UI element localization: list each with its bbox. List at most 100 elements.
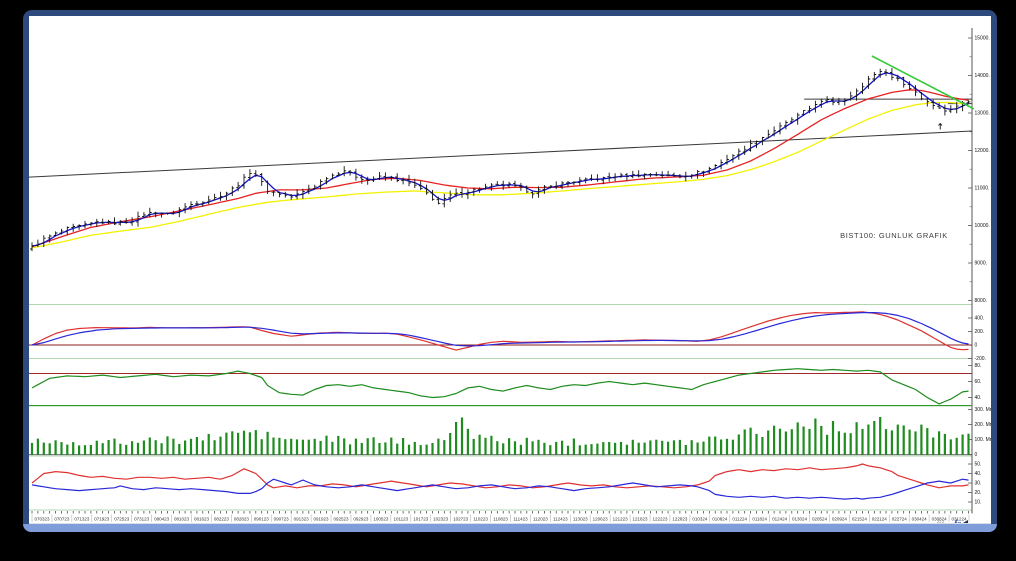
svg-text:073123: 073123 bbox=[134, 517, 150, 522]
chart-canvas[interactable]: 15000. 14000. 13000. 12000. 11000. 10000. 9000… bbox=[29, 16, 991, 523]
svg-text:071923: 071923 bbox=[94, 517, 110, 522]
svg-text:0: 0 bbox=[975, 343, 978, 349]
svg-text:20.: 20. bbox=[975, 490, 982, 496]
x-axis-labels: 070323 070723 071323 071923 072523 073123 0804… bbox=[31, 514, 970, 522]
svg-text:101123: 101123 bbox=[393, 517, 408, 522]
frame-bottom bbox=[23, 524, 997, 532]
svg-text:120623: 120623 bbox=[593, 517, 609, 522]
svg-text:020924: 020924 bbox=[832, 517, 848, 522]
rsi-y-ticks: 80. 60. 40. bbox=[968, 363, 981, 401]
ma-slow-line bbox=[31, 101, 969, 249]
svg-text:030824: 030824 bbox=[932, 517, 948, 522]
svg-text:092523: 092523 bbox=[333, 517, 349, 522]
svg-text:-200.: -200. bbox=[975, 356, 986, 362]
svg-text:122223: 122223 bbox=[652, 517, 668, 522]
axis-footnote: 2L2 bbox=[937, 519, 945, 523]
uptrend-line[interactable] bbox=[29, 130, 973, 178]
svg-text:090123: 090123 bbox=[254, 517, 270, 522]
svg-text:082823: 082823 bbox=[234, 517, 250, 522]
svg-text:100. Mn: 100. Mn bbox=[975, 437, 992, 443]
ma-fast-line bbox=[31, 72, 969, 247]
scroll-left-arrow-icon[interactable] bbox=[963, 519, 969, 523]
buy-signal-arrow[interactable] bbox=[938, 122, 943, 130]
di-plus-line bbox=[31, 463, 969, 489]
oscillator-y-ticks: 50. 40. 30. 20. 10. bbox=[968, 462, 981, 506]
svg-text:022124: 022124 bbox=[872, 517, 888, 522]
svg-text:011224: 011224 bbox=[732, 517, 747, 522]
svg-text:100523: 100523 bbox=[373, 517, 389, 522]
svg-text:30.: 30. bbox=[975, 481, 982, 487]
svg-text:10.: 10. bbox=[975, 500, 982, 506]
svg-text:082223: 082223 bbox=[214, 517, 230, 522]
macd-y-ticks: 400. 200. 0 -200. bbox=[968, 316, 986, 362]
symbol-annotation: BIST100: GUNLUK GRAFIK bbox=[840, 231, 948, 240]
svg-text:010324: 010324 bbox=[692, 517, 708, 522]
rsi-line bbox=[31, 368, 969, 405]
svg-text:070323: 070323 bbox=[34, 517, 50, 522]
svg-text:071323: 071323 bbox=[74, 517, 90, 522]
svg-text:102323: 102323 bbox=[433, 517, 449, 522]
svg-text:80.: 80. bbox=[975, 363, 982, 369]
svg-text:400.: 400. bbox=[975, 316, 985, 322]
svg-text:40.: 40. bbox=[975, 471, 982, 477]
svg-text:081623: 081623 bbox=[194, 517, 210, 522]
svg-text:113023: 113023 bbox=[573, 517, 588, 522]
svg-text:15000.: 15000. bbox=[975, 36, 990, 42]
svg-text:081023: 081023 bbox=[174, 517, 190, 522]
svg-text:080423: 080423 bbox=[154, 517, 170, 522]
svg-text:031224: 031224 bbox=[952, 517, 968, 522]
svg-text:092923: 092923 bbox=[353, 517, 369, 522]
svg-text:110823: 110823 bbox=[493, 517, 508, 522]
chart-area[interactable]: 15000. 14000. 13000. 12000. 11000. 10000. 9000… bbox=[29, 16, 991, 523]
svg-text:12000.: 12000. bbox=[975, 148, 990, 154]
logo-glyph-icon: fs bbox=[954, 519, 961, 523]
svg-text:8000.: 8000. bbox=[975, 298, 988, 304]
svg-text:013024: 013024 bbox=[792, 517, 808, 522]
svg-text:111423: 111423 bbox=[513, 517, 528, 522]
svg-text:091323: 091323 bbox=[294, 517, 310, 522]
svg-text:102723: 102723 bbox=[453, 517, 469, 522]
svg-text:091923: 091923 bbox=[314, 517, 330, 522]
volume-bars bbox=[30, 417, 970, 455]
svg-text:072523: 072523 bbox=[114, 517, 130, 522]
svg-text:011824: 011824 bbox=[752, 517, 767, 522]
svg-text:022724: 022724 bbox=[892, 517, 908, 522]
svg-text:021524: 021524 bbox=[852, 517, 868, 522]
svg-text:112023: 112023 bbox=[533, 517, 548, 522]
svg-text:60.: 60. bbox=[975, 379, 982, 385]
svg-text:101723: 101723 bbox=[413, 517, 429, 522]
svg-text:121223: 121223 bbox=[613, 517, 629, 522]
ohlc-bars bbox=[30, 68, 971, 252]
downtrend-line[interactable] bbox=[871, 55, 975, 110]
macd-signal-line bbox=[31, 312, 969, 347]
svg-text:0: 0 bbox=[975, 452, 978, 458]
app-logo: fs bbox=[954, 514, 969, 523]
frame-divider bbox=[29, 523, 991, 524]
svg-text:200.: 200. bbox=[975, 329, 985, 335]
svg-text:010824: 010824 bbox=[712, 517, 728, 522]
volume-y-ticks: 300. Mn 200. Mn 100. Mn 0 bbox=[968, 407, 991, 458]
svg-text:300. Mn: 300. Mn bbox=[975, 407, 992, 413]
svg-text:020524: 020524 bbox=[812, 517, 828, 522]
svg-text:13000.: 13000. bbox=[975, 111, 990, 117]
svg-text:50.: 50. bbox=[975, 462, 982, 468]
svg-text:40.: 40. bbox=[975, 395, 982, 401]
svg-text:11000.: 11000. bbox=[975, 186, 990, 192]
svg-text:121823: 121823 bbox=[633, 517, 649, 522]
svg-text:090723: 090723 bbox=[274, 517, 290, 522]
svg-text:14000.: 14000. bbox=[975, 73, 990, 79]
chart-window: 15000. 14000. 13000. 12000. 11000. 10000. 9000… bbox=[23, 10, 997, 532]
svg-text:112423: 112423 bbox=[553, 517, 568, 522]
svg-text:030424: 030424 bbox=[912, 517, 928, 522]
svg-text:012424: 012424 bbox=[772, 517, 788, 522]
di-minus-line bbox=[31, 478, 969, 500]
price-y-ticks: 15000. 14000. 13000. 12000. 11000. 10000. 9000… bbox=[968, 36, 990, 304]
svg-text:10000.: 10000. bbox=[975, 223, 990, 229]
svg-text:200. Mn: 200. Mn bbox=[975, 422, 992, 428]
x-axis-ticks bbox=[31, 511, 969, 514]
svg-text:9000.: 9000. bbox=[975, 261, 988, 267]
svg-text:110223: 110223 bbox=[473, 517, 488, 522]
svg-text:070723: 070723 bbox=[54, 517, 70, 522]
svg-text:122823: 122823 bbox=[672, 517, 688, 522]
